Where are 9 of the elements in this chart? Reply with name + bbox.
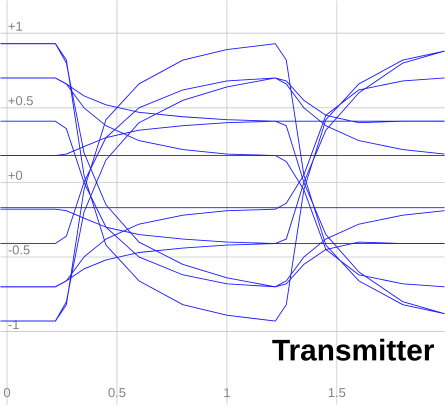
y-tick-label: +1 [8,22,22,31]
x-tick-label: 1.5 [328,388,346,398]
x-tick-label: 1 [224,388,230,398]
x-tick-label: 0 [4,388,10,398]
y-tick-label: +0 [8,170,22,180]
annotation: Transmitter [272,338,434,361]
y-tick-label: +0.5 [8,96,33,106]
x-tick-label: 0.5 [108,388,126,398]
y-tick-label: -0.5 [8,245,30,254]
